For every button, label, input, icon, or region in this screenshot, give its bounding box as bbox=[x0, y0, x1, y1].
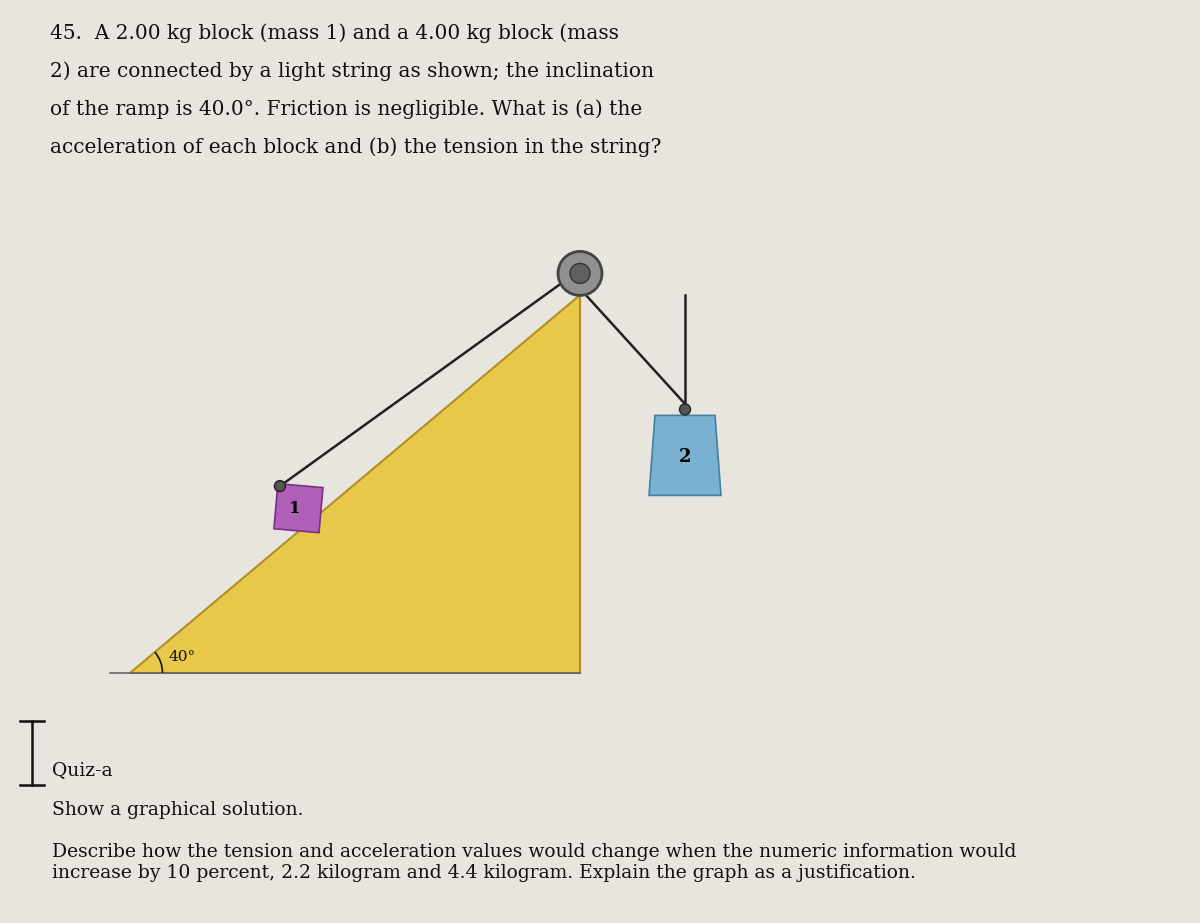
Text: of the ramp is 40.0°. Friction is negligible. What is (a) the: of the ramp is 40.0°. Friction is neglig… bbox=[50, 99, 642, 119]
Text: 2) are connected by a light string as shown; the inclination: 2) are connected by a light string as sh… bbox=[50, 61, 654, 80]
Polygon shape bbox=[274, 484, 323, 533]
Circle shape bbox=[275, 481, 286, 492]
Polygon shape bbox=[649, 415, 721, 496]
Text: 1: 1 bbox=[289, 499, 300, 517]
Circle shape bbox=[679, 404, 690, 415]
Text: 40°: 40° bbox=[168, 650, 196, 664]
Text: acceleration of each block and (b) the tension in the string?: acceleration of each block and (b) the t… bbox=[50, 137, 661, 157]
Text: 45.  A 2.00 kg block (mass 1) and a 4.00 kg block (mass: 45. A 2.00 kg block (mass 1) and a 4.00 … bbox=[50, 23, 619, 42]
Circle shape bbox=[558, 251, 602, 295]
Text: Describe how the tension and acceleration values would change when the numeric i: Describe how the tension and acceleratio… bbox=[52, 843, 1016, 881]
Text: Show a graphical solution.: Show a graphical solution. bbox=[52, 801, 304, 819]
Text: 2: 2 bbox=[679, 449, 691, 466]
Circle shape bbox=[570, 263, 590, 283]
Text: Quiz-a: Quiz-a bbox=[52, 761, 113, 779]
Polygon shape bbox=[130, 295, 580, 673]
